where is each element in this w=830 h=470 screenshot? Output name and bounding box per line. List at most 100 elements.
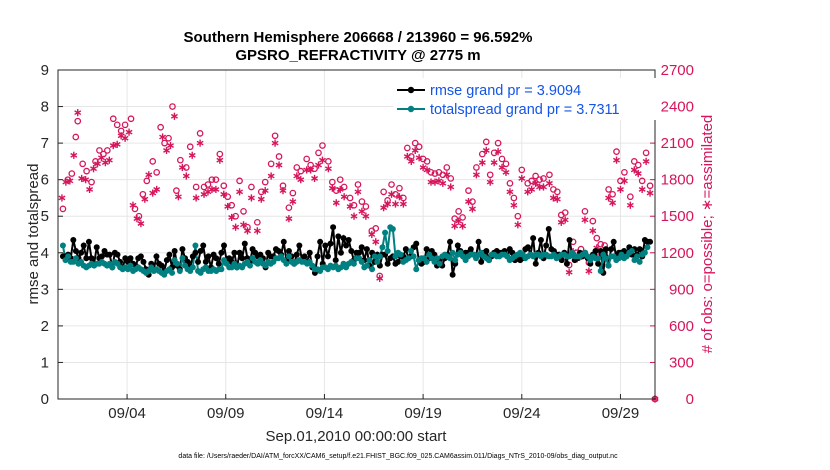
obs-possible-marker (139, 190, 147, 198)
obs-assimilated-marker (247, 194, 255, 202)
asterisk-stroke (243, 228, 251, 234)
obs-possible-marker (536, 176, 543, 184)
rmse-point (137, 253, 144, 260)
obs-possible-marker (224, 193, 232, 201)
obs-assimilated-marker (455, 217, 463, 225)
obs-assimilated-marker (297, 176, 305, 184)
asterisk-stroke (605, 195, 613, 201)
asterisk-stroke (129, 202, 137, 208)
plot-area (58, 70, 655, 399)
obs-assimilated-marker (350, 212, 358, 220)
asterisk-stroke (431, 179, 439, 185)
obs-possible-marker (510, 194, 518, 202)
rmse-point (93, 244, 100, 251)
obs-assimilated-marker (236, 188, 244, 196)
obs-assimilated-marker (182, 172, 190, 180)
asterisk-stroke (58, 195, 66, 201)
obs-assimilated-marker (167, 141, 174, 150)
spread-point (169, 269, 176, 276)
asterisk-stroke (149, 190, 157, 196)
obs-possible-marker (388, 181, 395, 188)
rmse-point (179, 246, 186, 253)
rmse-point (348, 247, 355, 254)
asterisk-stroke (403, 154, 411, 159)
obs-assimilated-marker (145, 171, 153, 179)
asterisk-stroke (62, 179, 70, 185)
asterisk-stroke (82, 177, 90, 183)
asterisk-stroke (332, 200, 340, 206)
obs-possible-marker (403, 144, 411, 152)
rmse-point (205, 253, 212, 260)
y-right-tick-label: 2700 (661, 62, 694, 79)
obs-possible-marker (459, 214, 466, 221)
y-left-tick-label: 3 (41, 281, 49, 298)
rmse-point (330, 224, 337, 231)
obs-assimilated-marker (646, 189, 654, 197)
obs-assimilated-marker (192, 194, 200, 202)
legend-spread-label: totalspread grand pr = 3.7311 (430, 102, 620, 118)
y-right-tick-label: 2400 (661, 99, 694, 116)
obs-possible-marker (553, 188, 561, 196)
asterisk-stroke (528, 187, 536, 192)
y-left-tick-label: 6 (41, 172, 49, 189)
obs-assimilated-marker (133, 215, 141, 223)
obs-assimilated-marker (613, 156, 620, 164)
obs-possible-marker (340, 183, 348, 191)
spread-point (410, 253, 417, 260)
obs-assimilated-marker (388, 190, 395, 198)
obs-assimilated-marker (307, 166, 315, 174)
obs-assimilated-marker (630, 166, 638, 174)
obs-possible-marker (336, 176, 344, 184)
rmse-point (171, 247, 178, 254)
obs-possible-marker (626, 193, 634, 201)
asterisk-stroke (376, 275, 384, 281)
asterisk-stroke (642, 158, 650, 164)
asterisk-stroke (267, 173, 275, 179)
obs-possible-marker (212, 176, 220, 184)
obs-assimilated-marker (358, 207, 366, 215)
x-tick-label: 09/19 (404, 405, 442, 422)
obs-assimilated-marker (324, 165, 332, 173)
spread-point (374, 258, 381, 265)
asterisk-stroke (613, 157, 620, 163)
obs-possible-marker (514, 212, 522, 220)
asterisk-stroke (362, 213, 370, 219)
rmse-point (449, 271, 456, 278)
spread-point (449, 249, 456, 256)
asterisk-stroke (561, 217, 569, 223)
obs-assimilated-marker (616, 185, 624, 194)
obs-assimilated-marker (253, 227, 261, 235)
spread-point (192, 242, 199, 249)
rmse-point (218, 249, 225, 256)
obs-possible-marker (220, 182, 228, 190)
asterisk-stroke (307, 167, 315, 173)
asterisk-stroke (74, 110, 82, 116)
rmse-point (343, 242, 350, 249)
asterisk-stroke (407, 158, 415, 164)
asterisk-stroke (137, 221, 145, 226)
obs-possible-marker (532, 172, 539, 180)
rmse-point (88, 255, 95, 262)
spread-point (634, 253, 641, 260)
rmse-point (483, 247, 490, 254)
spread-point (127, 262, 134, 269)
asterisk-stroke (121, 135, 129, 141)
obs-assimilated-marker (267, 172, 275, 180)
obs-assimilated-marker (392, 200, 399, 208)
rmse-point (285, 247, 292, 254)
rmse-point (636, 246, 643, 253)
asterisk-stroke (540, 184, 547, 190)
y-left-tick-label: 1 (41, 354, 49, 371)
spread-point (363, 262, 370, 269)
obs-possible-marker (267, 160, 275, 168)
asterisk-stroke (472, 172, 480, 178)
spread-point (447, 255, 454, 262)
obs-possible-marker (169, 103, 176, 110)
legend-box (393, 78, 657, 120)
obs-possible-marker (561, 209, 569, 216)
rmse-point (566, 236, 573, 243)
obs-possible-marker (506, 179, 514, 187)
rmse-point (213, 255, 220, 262)
asterisk-stroke (216, 157, 224, 163)
asterisk-stroke (289, 199, 297, 205)
